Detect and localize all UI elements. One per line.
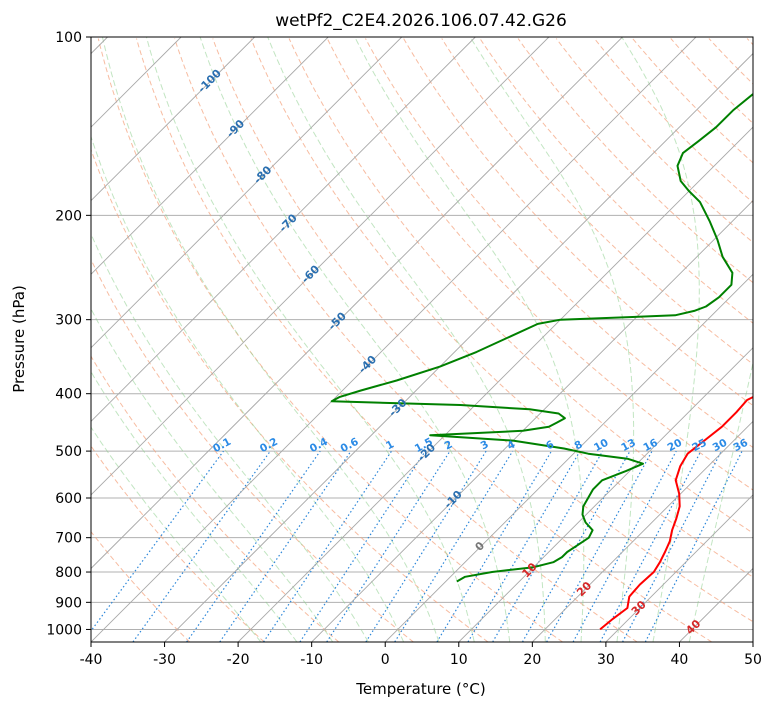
x-tick-label: 20 [523,652,541,668]
chart-grid [91,37,753,629]
isotherm-label: -90 [224,117,247,140]
mixing-ratio-line [133,451,270,642]
y-tick-label: 700 [55,531,82,547]
moist-adiabat [470,37,633,642]
isotherm-label: 10 [519,560,539,580]
isotherm-label: -10 [442,488,465,511]
y-tick-label: 1000 [46,622,82,638]
isotherm-label: -50 [326,309,349,332]
dry-adiabat [0,39,190,643]
dry-adiabat [594,39,775,643]
y-tick-label: 900 [55,595,82,611]
mixing-ratio-label: 0.6 [339,436,361,455]
y-tick-label: 300 [55,313,82,329]
dry-adiabats [0,39,775,643]
mixing-ratio-line [327,451,450,642]
isotherm-label: 30 [629,598,649,618]
y-tick-label: 400 [55,387,82,403]
moist-adiabat [689,37,775,642]
y-tick-label: 100 [55,30,82,46]
dry-adiabat [404,39,775,643]
dry-adiabat [137,39,638,643]
x-tick-label: 50 [744,652,762,668]
mixing-ratio-line [264,451,392,642]
x-tick-label: -40 [80,652,103,668]
isotherm-label: 40 [683,617,703,637]
x-tick-label: 40 [671,652,689,668]
isotherm-label: -80 [251,163,274,186]
x-tick-label: 0 [381,652,390,668]
isotherm-label: -30 [386,396,409,419]
mixing-ratio-label: 3 [479,438,491,452]
y-tick-label: 600 [55,491,82,507]
isotherm-label: -40 [356,353,379,376]
mixing-ratio-label: 6 [544,438,556,452]
mixing-ratio-line [573,451,676,642]
dry-adiabat [633,39,775,643]
moist-adiabat [34,37,368,642]
y-tick-label: 800 [55,565,82,581]
dry-adiabat [0,39,264,643]
isotherm-line [238,37,775,642]
x-tick-label: -20 [227,652,250,668]
mixing-ratio-lines [83,451,742,642]
sounding-line [332,37,775,582]
x-tick-label: 30 [597,652,615,668]
x-tick-label: 10 [450,652,468,668]
mixing-ratio-label: 2 [443,438,455,452]
dry-adiabat [60,39,488,643]
moist-adiabat [0,37,297,642]
sounding-line [600,37,775,629]
isotherm-line [753,37,775,642]
sounding-traces [332,37,775,629]
dry-adiabat [518,39,775,643]
isotherm-line [459,37,775,642]
isotherms [0,37,775,642]
moist-adiabat [0,37,261,642]
mixing-ratio-line [83,451,224,642]
isotherm-line [679,37,775,642]
isotherm-label: 20 [574,579,594,599]
isotherm-line [91,37,696,642]
isotherm-label: 0 [473,539,488,554]
dry-adiabat [289,39,775,643]
x-tick-label: -10 [300,652,323,668]
moist-adiabat [102,37,439,642]
y-tick-label: 500 [55,444,82,460]
moist-adiabat [146,37,474,642]
mixing-ratio-line [600,451,701,642]
mixing-ratio-line [645,451,742,642]
dry-adiabat [327,39,775,643]
mixing-ratio-label: 0.4 [308,436,330,455]
moist-adiabats [0,37,775,642]
dry-adiabat [442,39,775,643]
dry-adiabat [0,39,339,643]
x-axis-label: Temperature (°C) [355,680,485,698]
dry-adiabat [22,39,413,643]
chart-title: wetPf2_C2E4.2026.106.07.42.G26 [275,11,567,31]
moist-adiabat [6,37,333,642]
isotherm-line [0,37,402,642]
mixing-ratio-line [220,451,351,642]
isotherm-line [0,37,255,642]
x-tick-label: -30 [153,652,176,668]
mixing-ratio-label: 0.1 [211,436,233,455]
y-tick-label: 200 [55,208,82,224]
isotherm-line [165,37,770,642]
y-axis-label: Pressure (hPa) [10,285,28,393]
isotherm-line [17,37,622,642]
isotherm-line [312,37,775,642]
dry-adiabat [709,39,775,643]
